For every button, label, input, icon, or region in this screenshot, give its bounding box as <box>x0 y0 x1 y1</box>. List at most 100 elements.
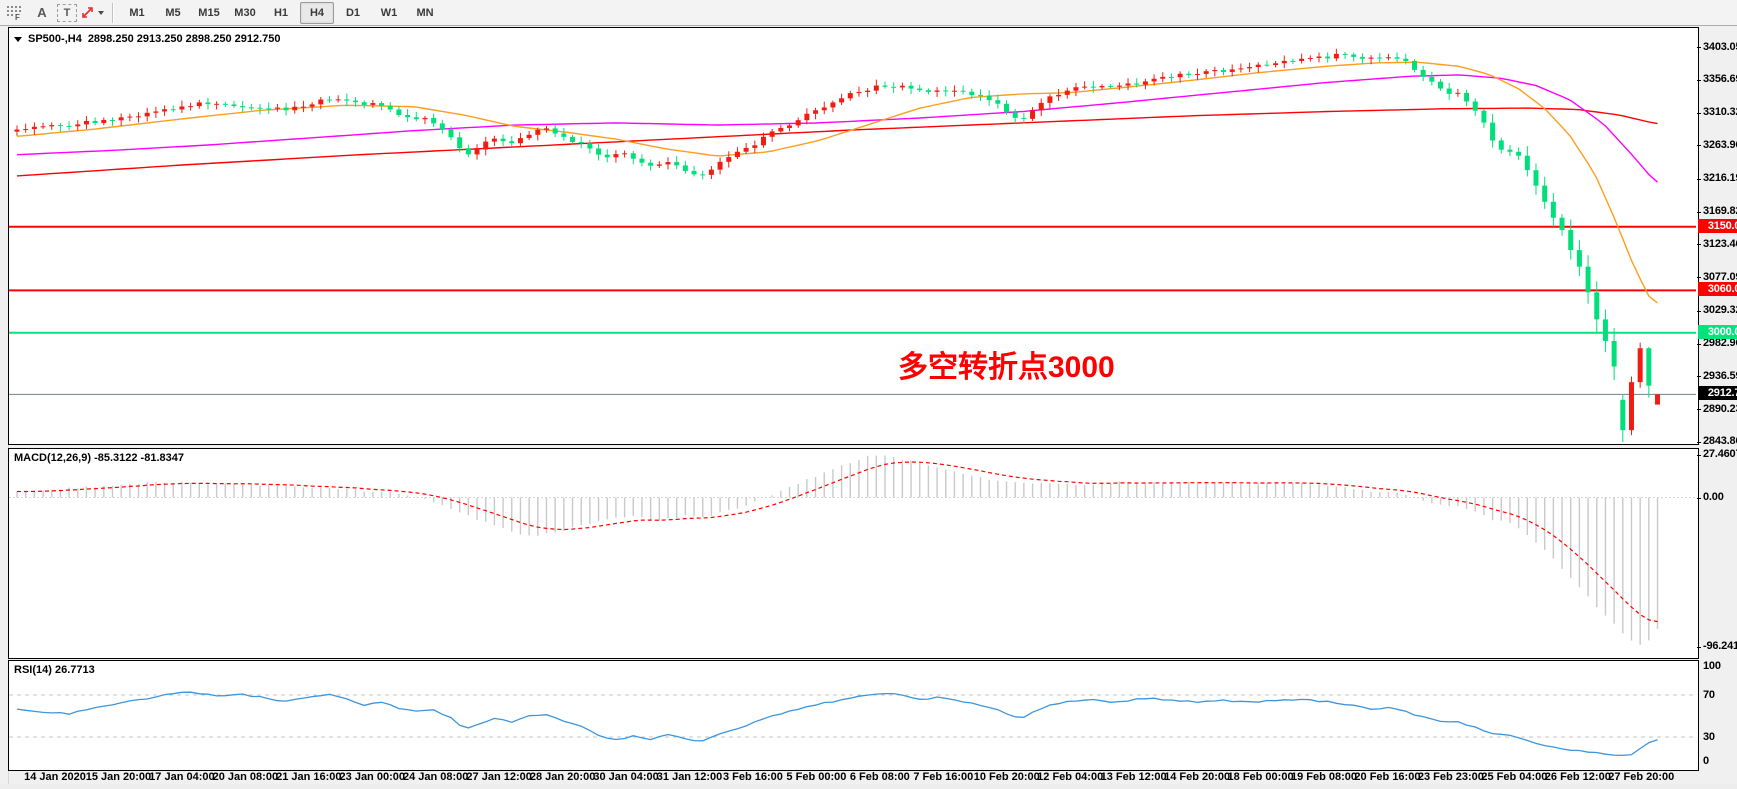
timeframe-button-m30[interactable]: M30 <box>234 6 256 19</box>
candle-body <box>1646 348 1652 386</box>
timeframe-button-h4[interactable]: H4 <box>300 1 334 24</box>
candle-body <box>648 162 654 166</box>
candle-body <box>613 154 619 158</box>
axis-tick <box>1697 310 1701 312</box>
candle-body <box>1585 266 1591 293</box>
candle-body <box>1516 151 1522 156</box>
price-axis-label: 3356.690 <box>1703 73 1737 86</box>
time-axis-label: 13 Feb 12:00 <box>1100 771 1167 783</box>
candle-body <box>465 148 471 155</box>
candle-body <box>734 151 740 158</box>
candle-body <box>526 134 532 139</box>
window-bottom-edge <box>0 784 1737 789</box>
candle-body <box>986 95 992 101</box>
chart-annotation-text: 多空转折点3000 <box>898 351 1115 384</box>
candle-body <box>960 90 966 92</box>
candle-body <box>1542 185 1548 202</box>
ma-slow-line <box>16 107 1658 177</box>
candlestick-plot[interactable] <box>9 28 1696 442</box>
timeframe-button-d1[interactable]: D1 <box>345 6 361 19</box>
candle-body <box>1299 58 1305 61</box>
candle-body <box>1021 117 1027 119</box>
candle-body <box>40 126 46 128</box>
candle-body <box>1004 103 1010 113</box>
candle-body <box>491 138 497 142</box>
candle-body <box>1620 399 1626 431</box>
candle-body <box>1446 88 1452 94</box>
candle-body <box>1056 94 1062 97</box>
candle-body <box>405 115 411 118</box>
text-box-icon[interactable]: T <box>57 3 77 22</box>
arrows-tool-icon[interactable] <box>80 2 104 23</box>
time-axis-label: 28 Jan 20:00 <box>529 771 596 783</box>
timeframe-button-m15[interactable]: M15 <box>198 6 220 19</box>
rsi-panel <box>8 660 1699 771</box>
candle-body <box>769 131 775 137</box>
candle-body <box>543 128 549 130</box>
price-level-tag: 3000.000 <box>1698 324 1737 339</box>
collapse-triangle-icon <box>14 36 22 42</box>
macd-axis-label: 27.4607 <box>1703 448 1737 461</box>
timeframe-button-mn[interactable]: MN <box>416 6 434 19</box>
candle-body <box>622 153 628 155</box>
candle-body <box>1247 67 1253 69</box>
candle-body <box>1359 56 1365 59</box>
candle-body <box>474 149 480 155</box>
rsi-axis-label: 100 <box>1703 659 1721 672</box>
axis-tick <box>1697 409 1701 411</box>
time-axis-label: 3 Feb 16:00 <box>722 771 783 783</box>
candle-body <box>604 154 610 158</box>
time-axis-label: 31 Jan 12:00 <box>656 771 723 783</box>
candle-body <box>1507 149 1513 152</box>
candle-body <box>552 128 558 134</box>
macd-panel <box>8 448 1699 659</box>
candle-body <box>830 102 836 108</box>
candle-body <box>300 106 306 108</box>
time-axis-label: 27 Feb 20:00 <box>1608 771 1675 783</box>
rsi-plot[interactable] <box>9 661 1696 768</box>
candle-body <box>170 109 176 111</box>
candle-body <box>726 157 732 162</box>
axis-tick <box>1697 277 1701 279</box>
time-axis-label: 23 Jan 00:00 <box>339 771 405 783</box>
candle-body <box>309 104 315 107</box>
timeframe-button-w1[interactable]: W1 <box>380 6 398 19</box>
candle-body <box>353 100 359 103</box>
candle-body <box>821 107 827 111</box>
axis-tick <box>1697 244 1701 246</box>
candle-body <box>101 119 107 124</box>
axis-tick <box>1697 145 1701 147</box>
candle-body <box>1385 57 1391 59</box>
candle-body <box>1481 110 1487 123</box>
time-axis-label: 20 Feb 16:00 <box>1354 771 1421 783</box>
price-axis-label: 3263.960 <box>1703 138 1737 151</box>
candle-body <box>214 103 220 105</box>
candle-body <box>448 129 454 138</box>
dotted-grid-icon[interactable]: F <box>3 2 27 23</box>
candle-body <box>1012 112 1018 118</box>
timeframe-button-h1[interactable]: H1 <box>273 6 289 19</box>
candle-body <box>188 106 194 108</box>
axis-tick <box>1697 47 1701 48</box>
time-axis-label: 6 Feb 08:00 <box>849 771 910 783</box>
chart-symbol-header[interactable]: SP500-,H4 2898.250 2913.250 2898.250 291… <box>14 33 281 45</box>
candle-body <box>1134 83 1140 85</box>
candle-body <box>162 109 168 112</box>
text-label-icon[interactable]: A <box>37 5 47 20</box>
candle-body <box>196 102 202 107</box>
candle-body <box>118 117 124 121</box>
candle-body <box>23 129 29 131</box>
candle-body <box>75 124 81 127</box>
timeframe-button-m1[interactable]: M1 <box>129 6 145 19</box>
candle-body <box>1628 382 1634 431</box>
candle-body <box>561 133 567 137</box>
candle-body <box>257 107 263 109</box>
icon-f-letter: F <box>15 13 20 21</box>
candle-body <box>1420 69 1426 77</box>
macd-plot[interactable] <box>9 449 1696 656</box>
candle-body <box>318 99 324 105</box>
candle-body <box>570 136 576 143</box>
candle-body <box>1316 56 1322 58</box>
candle-body <box>1116 85 1122 87</box>
timeframe-button-m5[interactable]: M5 <box>165 6 181 19</box>
